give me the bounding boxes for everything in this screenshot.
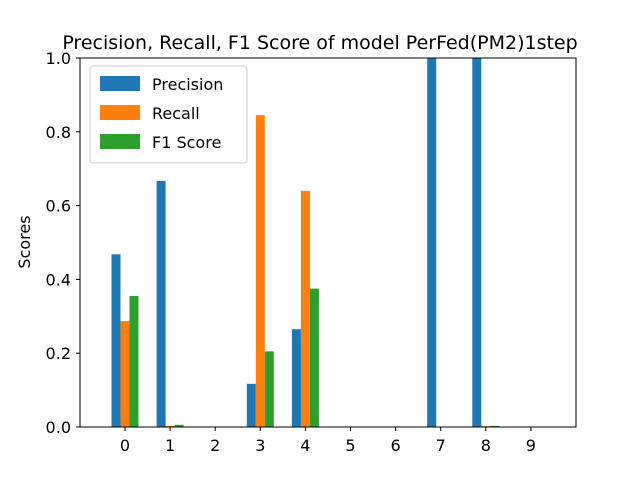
x-tick-label-8: 8 — [481, 436, 491, 455]
legend-label-recall: Recall — [152, 104, 200, 123]
bar-f1-score-8 — [490, 425, 500, 427]
bar-f1-score-3 — [264, 351, 274, 427]
legend-swatch-recall — [100, 105, 140, 120]
y-axis-label: Scores — [15, 215, 34, 268]
legend-swatch-precision — [100, 76, 140, 91]
bar-precision-3 — [246, 383, 256, 427]
x-tick-label-1: 1 — [165, 436, 175, 455]
x-tick-label-5: 5 — [345, 436, 355, 455]
x-tick-label-2: 2 — [210, 436, 220, 455]
plot-area: 0 1 2 3 4 5 6 7 8 9 0.0 0.2 0.4 0.6 0.8 1.0 — [46, 49, 577, 455]
legend-swatch-f1-score — [100, 134, 140, 149]
bar-precision-4 — [291, 329, 301, 427]
bar-f1-score-1 — [174, 424, 184, 427]
y-tick-label: 0.0 — [46, 418, 71, 437]
x-tick-label-0: 0 — [120, 436, 130, 455]
chart-title: Precision, Recall, F1 Score of model Per… — [62, 32, 577, 54]
y-tick-label: 1.0 — [46, 49, 71, 68]
x-tick-label-3: 3 — [255, 436, 265, 455]
y-tick-label: 0.8 — [46, 123, 71, 142]
legend-label-f1-score: F1 Score — [152, 133, 221, 152]
bar-recall-4 — [300, 190, 310, 427]
bar-recall-3 — [255, 115, 265, 427]
bar-f1-score-4 — [309, 288, 319, 428]
bar-precision-7 — [427, 58, 437, 427]
bar-precision-0 — [111, 254, 121, 427]
bar-recall-1 — [165, 425, 175, 427]
bar-precision-1 — [156, 180, 166, 427]
bar-recall-0 — [120, 321, 130, 427]
bar-f1-score-0 — [129, 296, 139, 427]
y-tick-label: 0.2 — [46, 344, 71, 363]
x-tick-label-9: 9 — [526, 436, 536, 455]
y-tick-label: 0.4 — [46, 270, 71, 289]
x-tick-label-7: 7 — [436, 436, 446, 455]
legend-label-precision: Precision — [152, 75, 223, 94]
bar-precision-8 — [472, 58, 482, 427]
axes-frame — [79, 57, 577, 428]
y-tick-label: 0.6 — [46, 197, 71, 216]
legend: Precision Recall F1 Score — [89, 65, 248, 164]
x-tick-label-4: 4 — [300, 436, 310, 455]
x-tick-label-6: 6 — [391, 436, 401, 455]
